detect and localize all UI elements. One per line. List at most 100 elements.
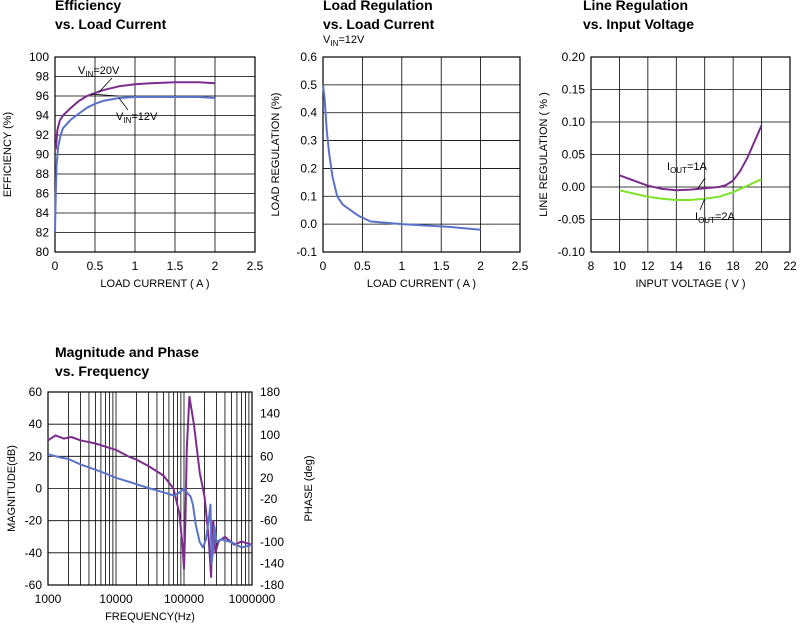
x-tick-label: 0.5	[354, 259, 371, 273]
series-line-vin-12v	[54, 96, 216, 233]
x-tick-label: 16	[698, 259, 712, 273]
y-tick-label: 96	[36, 89, 50, 103]
x-tick-label: 1	[132, 259, 139, 273]
y2-tick-label: -180	[260, 578, 284, 592]
y2-tick-label: -60	[260, 514, 278, 528]
plot-frame	[47, 391, 253, 586]
series-line-iout-2a	[619, 178, 763, 201]
y-tick-label: 20	[29, 449, 43, 463]
chart-title: Line Regulation	[583, 0, 688, 13]
chart-title: Efficiency	[55, 0, 121, 13]
x-tick-label: 12	[641, 259, 655, 273]
y-tick-label: 0.05	[562, 148, 586, 162]
y-tick-label: 0.0	[300, 217, 317, 231]
y-tick-label: 98	[36, 70, 50, 84]
annotation-vin-20v-main: V	[78, 65, 86, 77]
x-tick-label: 22	[783, 259, 797, 273]
y-tick-label: 0.3	[300, 134, 317, 148]
annotation-leader	[98, 77, 113, 93]
y-tick-label: 82	[36, 226, 50, 240]
chart-2: Line Regulation vs. Input Voltage 8 10 12 14 1…	[538, 0, 797, 290]
series-line-magnitude	[47, 395, 253, 578]
annotation-iout-2a: IOUT=2A	[695, 211, 735, 225]
series-line-iout-1a	[619, 124, 763, 192]
x-tick-label: 8	[588, 259, 595, 273]
y-tick-label: 84	[36, 206, 50, 220]
y-tick-label: 0.2	[300, 161, 317, 175]
y2-tick-label: 180	[260, 385, 280, 399]
annotation-leader	[118, 97, 129, 111]
y-tick-label: 0	[35, 482, 42, 496]
y-tick-label: 0.15	[562, 83, 586, 97]
y-tick-label: 90	[36, 148, 50, 162]
annotation-vin-12v: VIN=12V	[116, 111, 158, 125]
y-tick-label: 88	[36, 167, 50, 181]
chart-condition-sub: IN	[330, 39, 338, 48]
annotation-leader	[699, 198, 706, 211]
y-tick-label: 0.00	[562, 180, 586, 194]
y-tick-label: 0.1	[300, 189, 317, 203]
y-tick-label: 100	[29, 50, 49, 64]
x-tick-label: 10	[613, 259, 627, 273]
x-tick-label: 2.5	[512, 259, 529, 273]
y2-tick-label: 60	[260, 449, 274, 463]
annotation-vin-20v: VIN=20V	[78, 65, 120, 79]
y-tick-label: 40	[29, 417, 43, 431]
annotation-vin-12v-main: V	[116, 111, 124, 123]
y-tick-label: 94	[36, 109, 50, 123]
y2-tick-label: -20	[260, 492, 278, 506]
x-tick-label: 1000	[35, 592, 62, 606]
y-axis-label: EFFICIENCY (%)	[2, 112, 14, 197]
y-tick-label: 0.20	[562, 50, 586, 64]
y-tick-label: -0.05	[558, 213, 586, 227]
annotation-iout-2a-sub: OUT	[698, 216, 715, 225]
x-tick-label: 20	[755, 259, 769, 273]
plot-frame	[322, 56, 521, 253]
annotation-iout-1a-sub: OUT	[670, 166, 687, 175]
x-axis-label: INPUT VOLTAGE ( V )	[635, 278, 745, 290]
annotation-vin-12v-rest: =12V	[131, 111, 158, 123]
y2-tick-label: -140	[260, 557, 284, 571]
y-tick-label: 86	[36, 187, 50, 201]
y2-axis-label: PHASE (deg)	[303, 455, 315, 521]
y-tick-label: 80	[36, 245, 50, 259]
x-tick-label: 14	[670, 259, 684, 273]
x-tick-label: 0.5	[87, 259, 104, 273]
x-tick-label: 0	[320, 259, 327, 273]
chart-subtitle: vs. Load Current	[323, 16, 435, 32]
chart-condition-rest: =12V	[338, 34, 365, 46]
chart-condition: VIN=12V	[323, 34, 365, 48]
chart-1: Load Regulation vs. Load Current VIN=12V 0 0…	[270, 0, 529, 290]
y-tick-label: 0.10	[562, 115, 586, 129]
y2-tick-label: 100	[260, 428, 280, 442]
y2-tick-label: -100	[260, 535, 284, 549]
series-line-0	[322, 84, 481, 231]
annotation-vin-20v-sub: IN	[85, 70, 93, 79]
annotation-iout-1a-rest: =1A	[687, 161, 708, 173]
annotation-leader	[90, 93, 119, 97]
plot-frame	[590, 56, 791, 253]
x-tick-label: 2.5	[247, 259, 264, 273]
annotation-iout-1a: IOUT=1A	[667, 161, 707, 175]
annotation-vin-20v-rest: =20V	[93, 65, 120, 77]
y-tick-label: -40	[25, 546, 43, 560]
series-line-phase	[47, 453, 253, 565]
x-tick-label: 0	[52, 259, 59, 273]
y-axis-label: LINE REGULATION ( % )	[538, 92, 550, 216]
annotation-iout-2a-rest: =2A	[715, 211, 736, 223]
chart-subtitle: vs. Load Current	[55, 16, 167, 32]
x-tick-label: 18	[726, 259, 740, 273]
x-axis-label: LOAD CURRENT ( A )	[100, 278, 209, 290]
y-tick-label: 0.6	[300, 50, 317, 64]
chart-condition-main: V	[323, 34, 331, 46]
annotation-vin-12v-sub: IN	[123, 116, 131, 125]
annotation-iout-1a-main: I	[667, 161, 670, 173]
y2-tick-label: 140	[260, 406, 280, 420]
x-axis-label: LOAD CURRENT ( A )	[367, 278, 476, 290]
y-tick-label: 0.4	[300, 106, 317, 120]
y-tick-label: -20	[25, 514, 43, 528]
y-tick-label: 92	[36, 128, 50, 142]
chart-title: Load Regulation	[323, 0, 433, 13]
